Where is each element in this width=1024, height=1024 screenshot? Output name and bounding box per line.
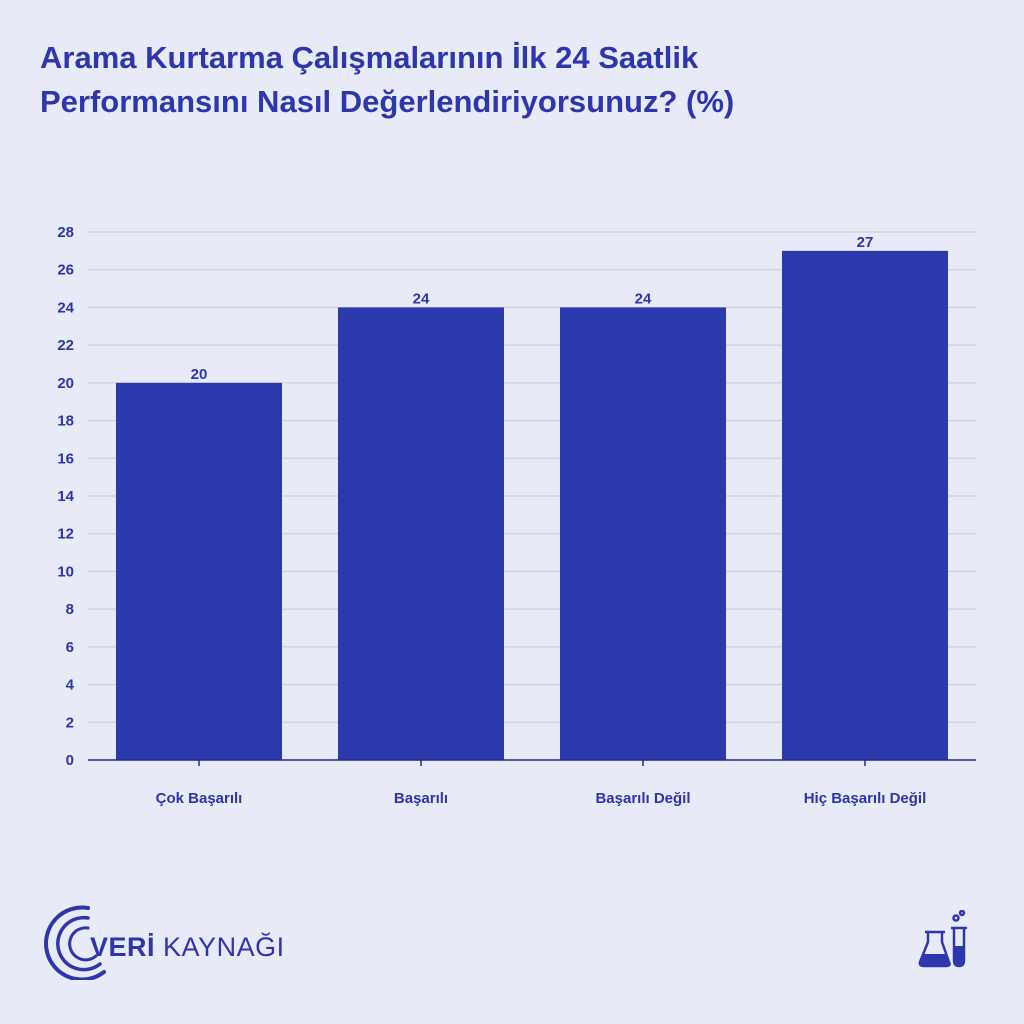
y-tick-label: 10 (57, 563, 74, 580)
x-axis: Çok Başarılı Başarılı Başarılı Değil Hiç Ba… (88, 759, 976, 807)
chart-title-line-1: Arama Kurtarma Çalışmalarının İlk 24 Saa… (40, 40, 699, 75)
data-label: 27 (857, 234, 874, 251)
brand-name: VERİ KAYNAĞI (90, 932, 285, 963)
y-tick-label: 2 (66, 714, 74, 731)
y-tick-label: 20 (57, 375, 74, 392)
x-tick-label: Çok Başarılı (156, 790, 243, 807)
y-tick-label: 24 (57, 299, 74, 316)
chart-title: Arama Kurtarma Çalışmalarının İlk 24 Saa… (40, 36, 980, 124)
y-tick-label: 16 (57, 450, 74, 467)
y-tick-label: 12 (57, 526, 74, 543)
x-tick-label: Başarılı Değil (595, 790, 690, 807)
brand-name-light: KAYNAĞI (163, 932, 285, 962)
y-tick-label: 18 (57, 413, 74, 430)
y-tick-label: 6 (66, 639, 74, 656)
y-tick-label: 14 (57, 488, 74, 505)
x-tick-label: Hiç Başarılı Değil (804, 790, 927, 807)
bars (116, 250, 948, 760)
brand-name-bold: VERİ (90, 932, 156, 962)
y-tick-label: 26 (57, 262, 74, 279)
bar (560, 307, 726, 760)
data-label: 24 (635, 290, 652, 307)
data-labels: 20 24 24 27 (191, 234, 874, 383)
y-tick-label: 22 (57, 337, 74, 354)
data-label: 20 (191, 366, 208, 383)
x-tick-label: Başarılı (394, 790, 448, 807)
bar (116, 382, 282, 760)
data-label: 24 (413, 290, 430, 307)
bar (338, 307, 504, 760)
chart-title-line-2: Performansını Nasıl Değerlendiriyorsunuz… (40, 84, 735, 119)
bar (782, 250, 948, 760)
y-tick-label: 0 (66, 752, 74, 769)
y-tick-label: 8 (66, 601, 74, 618)
y-tick-label: 4 (66, 677, 75, 694)
lab-flask-icon (918, 910, 967, 968)
y-tick-label: 28 (57, 224, 74, 241)
veri-kaynagi-logo-icon (44, 905, 106, 980)
